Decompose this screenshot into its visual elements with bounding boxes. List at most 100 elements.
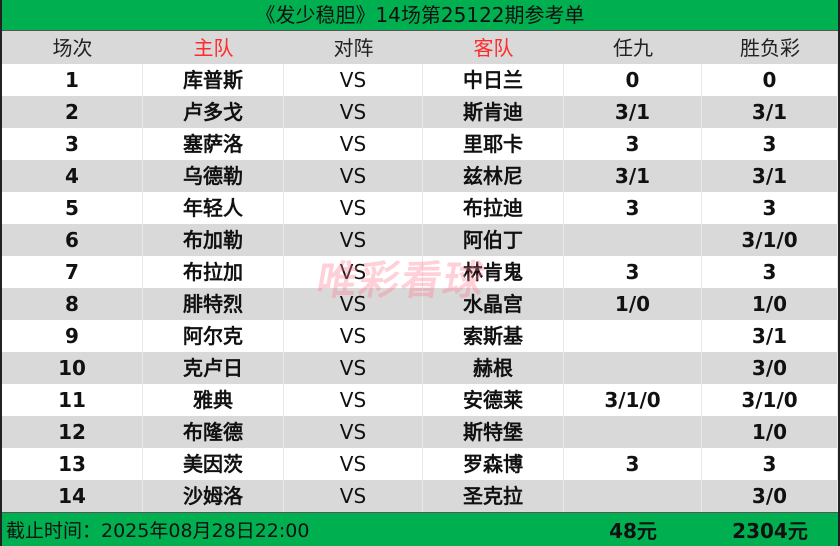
vs: VS [284, 128, 423, 160]
home-team: 美因茨 [143, 448, 284, 480]
renjiu-pick: 3/1 [564, 96, 702, 128]
shengfucai-pick: 3/1/0 [702, 224, 838, 256]
match-no: 13 [2, 448, 143, 480]
shengfucai-pick: 3/0 [702, 352, 838, 384]
table-row: 1 库普斯 VS 中日兰 0 0 [2, 64, 838, 96]
shengfucai-pick: 1/0 [702, 416, 838, 448]
away-team: 圣克拉 [423, 480, 564, 512]
shengfucai-pick: 3 [702, 256, 838, 288]
header-away: 客队 [473, 35, 514, 60]
home-team: 布拉加 [143, 256, 284, 288]
renjiu-pick [564, 416, 702, 448]
renjiu-pick: 0 [564, 64, 702, 96]
match-no: 8 [2, 288, 143, 320]
match-no: 10 [2, 352, 143, 384]
renjiu-pick [564, 352, 702, 384]
renjiu-cost: 48元 [609, 519, 657, 543]
home-team: 布隆德 [143, 416, 284, 448]
table-row: 7 布拉加 VS 林肯鬼 3 3 [2, 256, 838, 288]
header-row: 场次 主队 对阵 客队 任九 胜负彩 [2, 31, 838, 64]
shengfucai-pick: 3 [702, 128, 838, 160]
renjiu-pick: 3/1/0 [564, 384, 702, 416]
match-no: 2 [2, 96, 143, 128]
vs: VS [284, 352, 423, 384]
renjiu-pick: 3/1 [564, 160, 702, 192]
table-row: 5 年轻人 VS 布拉迪 3 3 [2, 192, 838, 224]
shengfucai-pick: 3/1 [702, 320, 838, 352]
shengfucai-pick: 0 [702, 64, 838, 96]
match-no: 9 [2, 320, 143, 352]
shengfucai-pick: 3/1 [702, 96, 838, 128]
match-no: 1 [2, 64, 143, 96]
renjiu-pick: 1/0 [564, 288, 702, 320]
shengfu-cost: 2304元 [732, 519, 808, 543]
away-team: 布拉迪 [423, 192, 564, 224]
home-team: 雅典 [143, 384, 284, 416]
vs: VS [284, 480, 423, 512]
vs: VS [284, 448, 423, 480]
table-body: 1 库普斯 VS 中日兰 0 0 2 卢多戈 VS 斯肯迪 3/1 3/1 3 塞萨洛 VS 里耶卡 3 3 4 乌德… [2, 64, 838, 512]
match-no: 4 [2, 160, 143, 192]
vs: VS [284, 160, 423, 192]
deadline: 截止时间：2025年08月28日22:00 [6, 520, 310, 542]
header-match-no: 场次 [52, 35, 93, 60]
table-title: 《发少稳胆》14场第25122期参考单 [2, 0, 838, 31]
table-row: 9 阿尔克 VS 索斯基 3/1 [2, 320, 838, 352]
renjiu-pick [564, 480, 702, 512]
match-no: 12 [2, 416, 143, 448]
match-no: 11 [2, 384, 143, 416]
away-team: 水晶宫 [423, 288, 564, 320]
vs: VS [284, 256, 423, 288]
away-team: 安德莱 [423, 384, 564, 416]
renjiu-pick: 3 [564, 192, 702, 224]
table-row: 3 塞萨洛 VS 里耶卡 3 3 [2, 128, 838, 160]
home-team: 乌德勒 [143, 160, 284, 192]
vs: VS [284, 64, 423, 96]
shengfucai-pick: 3/1 [702, 160, 838, 192]
away-team: 斯肯迪 [423, 96, 564, 128]
table-row: 12 布隆德 VS 斯特堡 1/0 [2, 416, 838, 448]
shengfucai-pick: 1/0 [702, 288, 838, 320]
table-row: 4 乌德勒 VS 兹林尼 3/1 3/1 [2, 160, 838, 192]
away-team: 里耶卡 [423, 128, 564, 160]
vs: VS [284, 416, 423, 448]
match-no: 5 [2, 192, 143, 224]
shengfucai-pick: 3 [702, 448, 838, 480]
shengfucai-pick: 3/1/0 [702, 384, 838, 416]
match-no: 7 [2, 256, 143, 288]
vs: VS [284, 288, 423, 320]
vs: VS [284, 384, 423, 416]
table-row: 14 沙姆洛 VS 圣克拉 3/0 [2, 480, 838, 512]
match-no: 3 [2, 128, 143, 160]
match-no: 6 [2, 224, 143, 256]
away-team: 林肯鬼 [423, 256, 564, 288]
table-row: 2 卢多戈 VS 斯肯迪 3/1 3/1 [2, 96, 838, 128]
home-team: 库普斯 [143, 64, 284, 96]
vs: VS [284, 224, 423, 256]
home-team: 塞萨洛 [143, 128, 284, 160]
vs: VS [284, 192, 423, 224]
vs: VS [284, 320, 423, 352]
home-team: 年轻人 [143, 192, 284, 224]
table-row: 8 腓特烈 VS 水晶宫 1/0 1/0 [2, 288, 838, 320]
away-team: 罗森博 [423, 448, 564, 480]
shengfucai-pick: 3/0 [702, 480, 838, 512]
renjiu-pick: 3 [564, 128, 702, 160]
home-team: 沙姆洛 [143, 480, 284, 512]
table-row: 11 雅典 VS 安德莱 3/1/0 3/1/0 [2, 384, 838, 416]
table-row: 6 布加勒 VS 阿伯丁 3/1/0 [2, 224, 838, 256]
header-vs: 对阵 [333, 35, 374, 60]
renjiu-pick [564, 224, 702, 256]
table-row: 10 克卢日 VS 赫根 3/0 [2, 352, 838, 384]
header-home: 主队 [193, 35, 234, 60]
home-team: 克卢日 [143, 352, 284, 384]
away-team: 斯特堡 [423, 416, 564, 448]
footer-row: 截止时间：2025年08月28日22:00 48元 2304元 [2, 512, 838, 546]
home-team: 腓特烈 [143, 288, 284, 320]
away-team: 索斯基 [423, 320, 564, 352]
match-no: 14 [2, 480, 143, 512]
table-row: 13 美因茨 VS 罗森博 3 3 [2, 448, 838, 480]
home-team: 卢多戈 [143, 96, 284, 128]
away-team: 兹林尼 [423, 160, 564, 192]
